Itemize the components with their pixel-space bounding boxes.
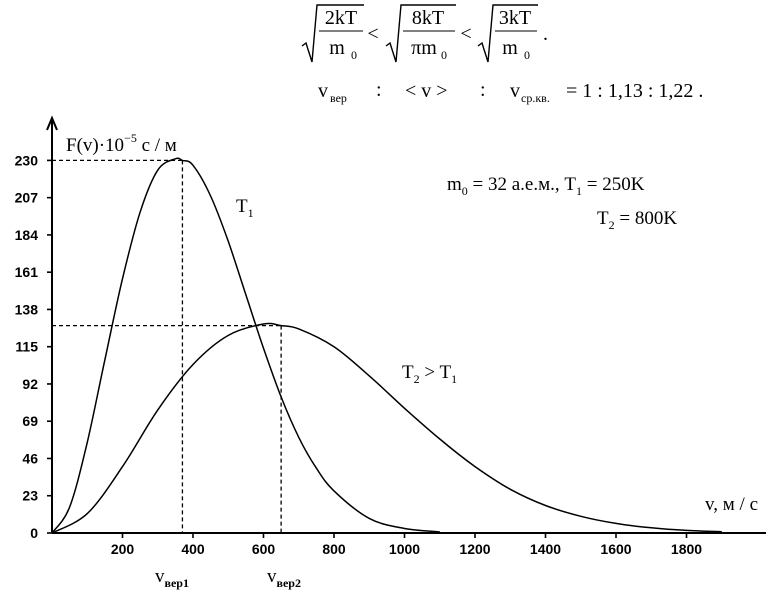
v-sq-symbol: v <box>510 80 520 102</box>
radical2-denominator-sub: 0 <box>441 48 447 62</box>
peak-guides <box>52 159 282 533</box>
y-tick-label: 184 <box>15 227 39 243</box>
v-ver-sub: вер <box>330 91 347 105</box>
y-tick-label: 69 <box>22 413 38 429</box>
v-ver-symbol: v <box>318 80 328 102</box>
x-tick-label: 1800 <box>671 541 702 557</box>
ylabel-unit: с / м <box>137 135 177 156</box>
x-axis-label: v, м / с <box>705 494 758 515</box>
param-m: m <box>447 174 462 195</box>
v-avg-symbol: < v > <box>405 80 448 102</box>
param-m-value: = 32 а.е.м., T <box>468 174 577 195</box>
curve1-label: T1 <box>236 196 254 220</box>
ratio-colon-2: : <box>480 79 486 101</box>
y-tick-label: 0 <box>30 525 38 541</box>
ratio-values: = 1 : 1,13 : 1,22 . <box>566 80 703 102</box>
x-tick-label: 1600 <box>600 541 631 557</box>
y-tick-label: 207 <box>15 190 39 206</box>
radical3-denominator-sub: 0 <box>524 48 530 62</box>
y-axis-label: F(v)·10−5 с / м <box>66 131 177 156</box>
y-tick-label: 138 <box>15 301 39 317</box>
axes <box>46 115 766 534</box>
formula-ratio: v вер : < v > : v ср.кв. = 1 : 1,13 : 1,… <box>318 79 703 105</box>
distribution-curves <box>51 157 722 534</box>
y-tick-label: 92 <box>22 376 38 392</box>
svg-text:F(v)·10−5 с / м: F(v)·10−5 с / м <box>66 131 177 156</box>
radical3-numerator: 3kT <box>499 7 531 29</box>
svg-text:T2 = 800K: T2 = 800K <box>597 208 677 232</box>
radical2-denominator: πm <box>411 37 437 59</box>
y-tick-label: 161 <box>15 264 39 280</box>
radical1-numerator: 2kT <box>325 7 357 29</box>
radical3-denominator: m <box>502 37 518 59</box>
formula-period: . <box>543 23 548 45</box>
x-tick-label: 400 <box>181 541 205 557</box>
param-t2-sub: 2 <box>609 218 615 232</box>
ratio-colon-1: : <box>376 79 382 101</box>
curve2-label: T2 > T1 <box>402 362 457 386</box>
x-tick-label: 1400 <box>530 541 561 557</box>
lt-sign-1: < <box>367 23 378 45</box>
param-t1-sub: 1 <box>576 184 582 198</box>
v-sq-sub: ср.кв. <box>521 91 550 105</box>
vver2-label: vвер2 <box>267 566 301 590</box>
x-tick-label: 1200 <box>459 541 490 557</box>
param-t2-value: = 800K <box>615 208 678 229</box>
radical1-denominator: m <box>329 37 345 59</box>
y-tick-label: 46 <box>22 450 38 466</box>
radical2-numerator: 8kT <box>412 7 444 29</box>
y-tick-label: 23 <box>22 488 38 504</box>
x-tick-label: 1000 <box>389 541 420 557</box>
param-t1-value: = 250K <box>582 174 645 195</box>
x-tick-label: 200 <box>111 541 135 557</box>
lt-sign-2: < <box>460 23 471 45</box>
ylabel-exponent: −5 <box>124 131 137 145</box>
series-line-T2 <box>51 322 722 534</box>
param-m-sub: 0 <box>462 184 468 198</box>
y-tick-label: 230 <box>15 152 39 168</box>
y-tick-label: 115 <box>15 339 38 355</box>
y-axis-arrow <box>46 115 58 131</box>
parameters: m0 = 32 а.е.м., T1 = 250K T2 = 800K <box>447 174 677 232</box>
param-t2: T <box>597 208 609 229</box>
svg-text:m0 = 32 а.е.м., T1 = 250K: m0 = 32 а.е.м., T1 = 250K <box>447 174 645 198</box>
radical1-denominator-sub: 0 <box>351 48 357 62</box>
x-tick-label: 600 <box>252 541 276 557</box>
x-tick-label: 800 <box>322 541 346 557</box>
formula-radicals: 2kT m 0 < 8kT πm 0 < 3kT m 0 . <box>301 4 548 63</box>
vver1-label: vвер1 <box>155 566 189 590</box>
axis-ticks: 0 23 46 69 92 115 138 161 184 207 230 200 400 600 800 1… <box>15 152 703 557</box>
series-line-T1 <box>51 157 440 534</box>
ylabel-main: F(v)·10 <box>66 135 124 156</box>
